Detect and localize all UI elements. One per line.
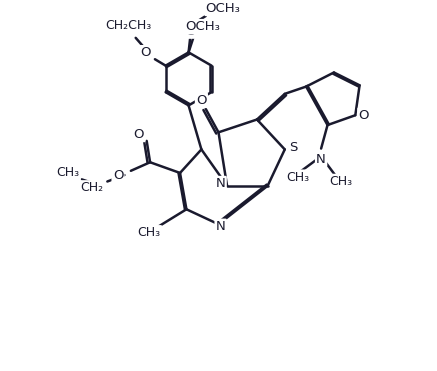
Text: CH₃: CH₃ — [329, 175, 352, 188]
Text: S: S — [289, 141, 298, 154]
Text: O: O — [113, 168, 123, 181]
Text: CH₃: CH₃ — [138, 226, 161, 239]
Text: N: N — [216, 220, 225, 233]
Text: O: O — [134, 128, 144, 141]
Text: O: O — [359, 109, 369, 122]
Text: CH₂: CH₂ — [80, 181, 103, 194]
Text: O: O — [140, 46, 151, 59]
Text: O: O — [196, 94, 207, 107]
Text: N: N — [216, 177, 225, 190]
Text: CH₃: CH₃ — [56, 167, 80, 180]
Text: CH₂CH₃: CH₂CH₃ — [105, 19, 152, 32]
Text: N: N — [316, 153, 326, 166]
Text: OCH₃: OCH₃ — [186, 20, 221, 33]
Text: CH₃: CH₃ — [286, 171, 309, 184]
Text: O: O — [185, 24, 196, 37]
Text: OCH₃: OCH₃ — [206, 2, 240, 15]
